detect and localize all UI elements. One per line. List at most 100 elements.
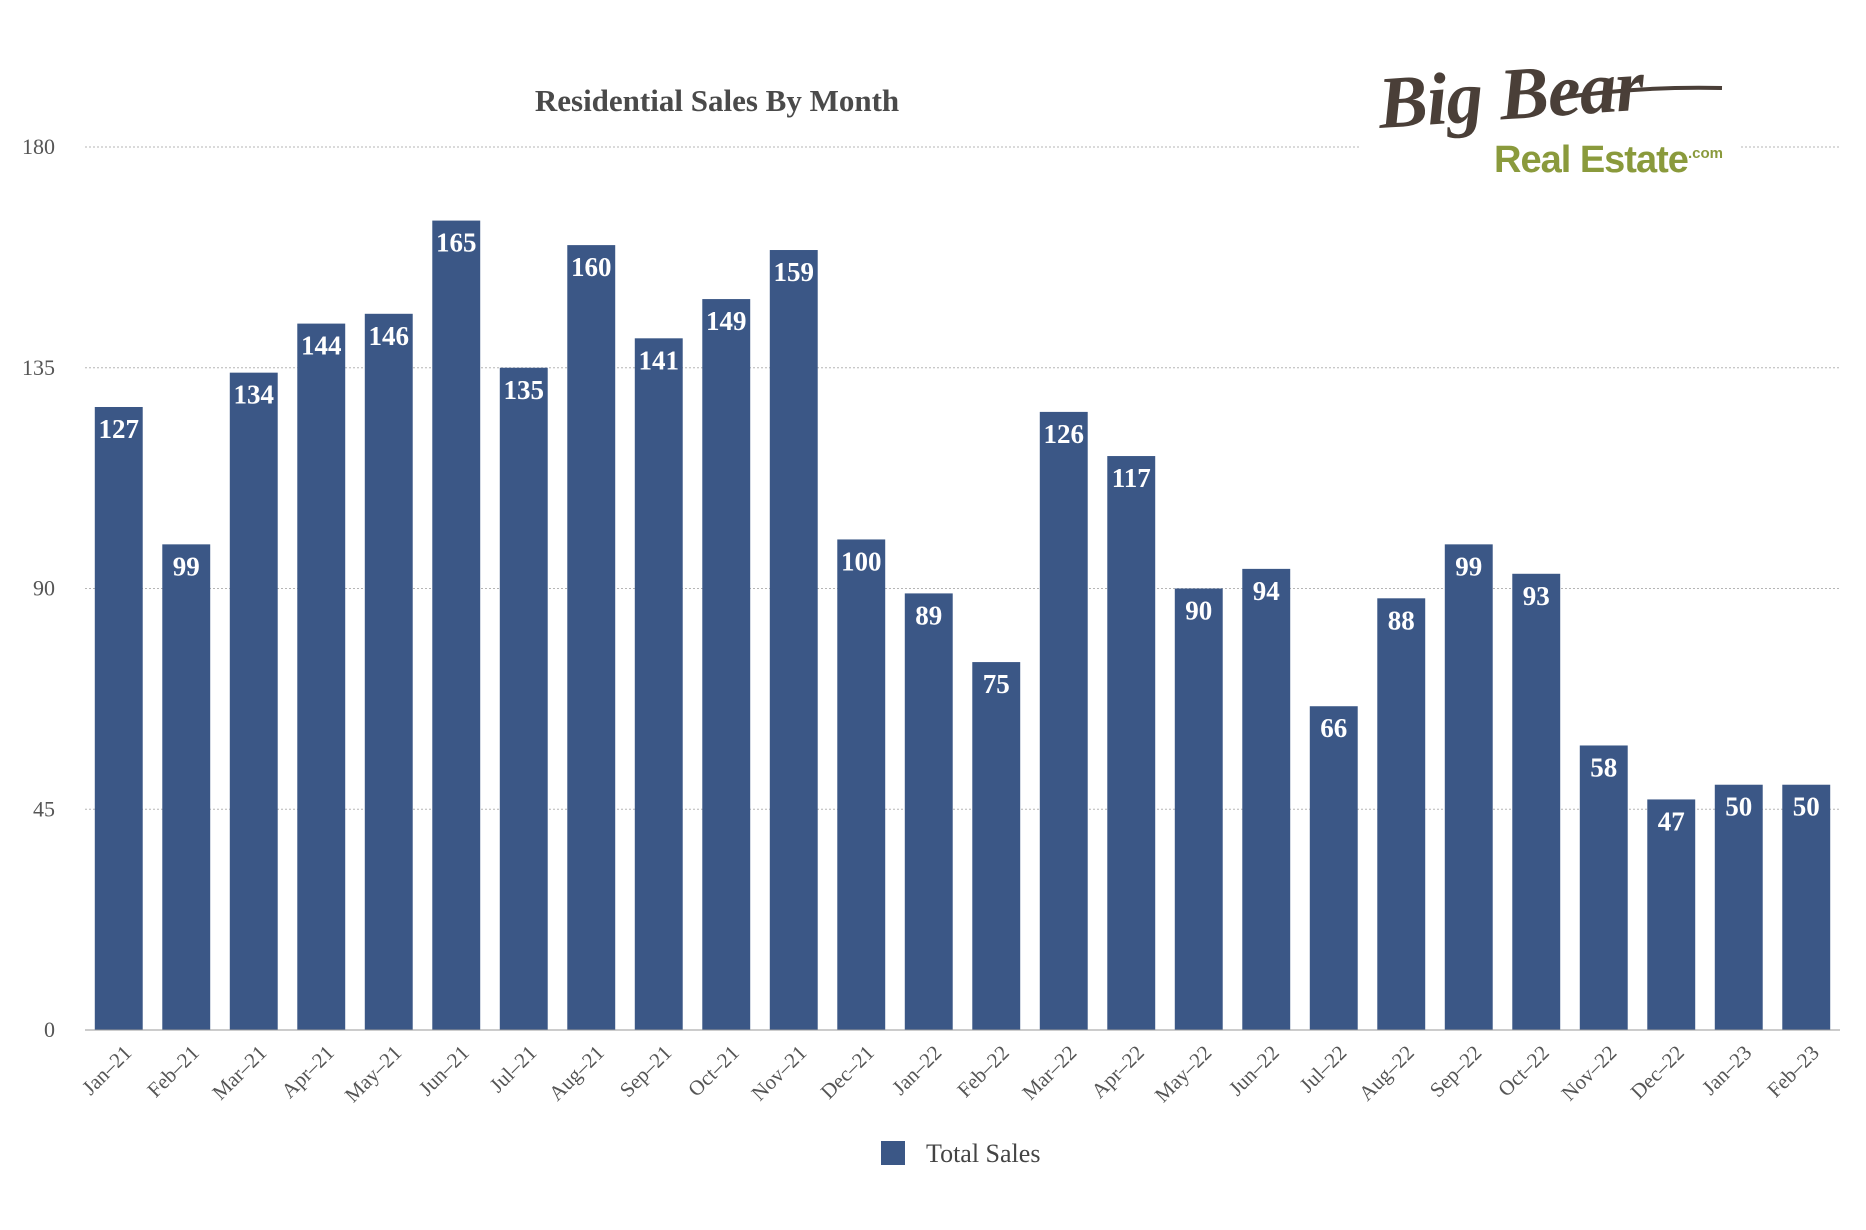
- bar-value-label: 47: [1658, 806, 1685, 836]
- x-tick-label: Jul–22: [1295, 1041, 1352, 1098]
- bar-value-label: 149: [706, 306, 747, 336]
- bar-value-label: 66: [1320, 713, 1347, 743]
- x-tick-label: Feb–22: [952, 1041, 1014, 1103]
- bar-value-label: 135: [504, 375, 545, 405]
- bar-value-label: 100: [841, 546, 882, 576]
- x-tick-label: Apr–22: [1086, 1041, 1148, 1103]
- bar: [1107, 456, 1156, 1030]
- bar: [702, 299, 751, 1030]
- x-tick-label: Apr–21: [276, 1041, 338, 1103]
- bar-value-label: 127: [99, 414, 140, 444]
- bar: [499, 367, 548, 1030]
- x-tick-label: May–22: [1150, 1041, 1216, 1107]
- y-tick-label: 135: [22, 355, 55, 380]
- x-tick-label: Mar–22: [1017, 1041, 1081, 1105]
- bar: [229, 372, 278, 1031]
- x-tick-label: Nov–22: [1556, 1041, 1621, 1106]
- bar: [567, 245, 616, 1031]
- y-tick-label: 45: [33, 796, 55, 821]
- bar-value-label: 89: [915, 600, 942, 630]
- bar-value-label: 58: [1590, 752, 1617, 782]
- bar-value-label: 99: [1455, 551, 1482, 581]
- bar-value-label: 144: [301, 331, 342, 361]
- x-tick-label: Dec–22: [1626, 1041, 1689, 1104]
- bar: [1512, 573, 1561, 1030]
- x-tick-label: Aug–21: [544, 1041, 609, 1106]
- bar: [904, 593, 953, 1030]
- bar-value-label: 88: [1388, 605, 1415, 635]
- x-tick-label: Oct–22: [1493, 1041, 1554, 1102]
- logo-background: [1360, 60, 1740, 185]
- bar-value-label: 93: [1523, 581, 1550, 611]
- y-tick-label: 90: [33, 576, 55, 601]
- x-tick-label: Jan–22: [887, 1041, 946, 1100]
- bars: [94, 220, 1831, 1031]
- logo-wordmark: Big Bear: [1374, 44, 1648, 145]
- bar-value-label: 165: [436, 228, 477, 258]
- bar: [94, 406, 143, 1030]
- bar: [1377, 598, 1426, 1030]
- bar-value-label: 75: [983, 669, 1010, 699]
- logo-subtitle: Real Estate: [1494, 139, 1688, 181]
- y-tick-label: 0: [44, 1017, 55, 1042]
- data-labels: 127 99 134 144 146 165 135 160 141 149 159 100 89 75 1…: [99, 228, 1820, 837]
- bar: [1714, 784, 1763, 1030]
- x-tick-label: Jan–23: [1697, 1041, 1756, 1100]
- company-logo: Big Bear Real Estate .com: [1360, 44, 1740, 185]
- bar: [1444, 544, 1493, 1030]
- x-tick-label: Sep–21: [615, 1041, 677, 1103]
- bar: [634, 338, 683, 1031]
- bar-value-label: 117: [1112, 463, 1151, 493]
- bar: [1579, 745, 1628, 1030]
- bar-value-label: 50: [1793, 792, 1820, 822]
- bar-value-label: 50: [1725, 792, 1752, 822]
- bar: [1309, 706, 1358, 1030]
- bar: [1782, 784, 1831, 1030]
- x-tick-label: Jan–21: [77, 1041, 136, 1100]
- x-tick-label: Jun–21: [414, 1041, 474, 1101]
- x-tick-label: Dec–21: [816, 1041, 879, 1104]
- bar-value-label: 160: [571, 252, 612, 282]
- x-tick-label: Oct–21: [683, 1041, 744, 1102]
- bar: [769, 250, 818, 1030]
- bar-value-label: 134: [234, 380, 275, 410]
- bar: [297, 323, 346, 1031]
- x-tick-label: Sep–22: [1425, 1041, 1487, 1103]
- bar: [1242, 568, 1291, 1030]
- chart-title: Residential Sales By Month: [535, 83, 899, 118]
- x-tick-label: Mar–21: [207, 1041, 271, 1105]
- bar-value-label: 146: [369, 321, 410, 351]
- bar-value-label: 90: [1185, 596, 1212, 626]
- bar: [972, 662, 1021, 1030]
- logo-swash: [1559, 85, 1723, 100]
- x-tick-label: Jul–21: [485, 1041, 542, 1098]
- legend-swatch: [881, 1141, 905, 1165]
- bar: [1039, 411, 1088, 1030]
- bar-value-label: 159: [774, 257, 815, 287]
- legend-label: Total Sales: [926, 1139, 1040, 1168]
- bar: [364, 313, 413, 1030]
- x-tick-label: Aug–22: [1354, 1041, 1419, 1106]
- bar-value-label: 94: [1253, 576, 1280, 606]
- legend: Total Sales: [881, 1139, 1040, 1168]
- x-tick-label: Nov–21: [746, 1041, 811, 1106]
- y-axis: 0 45 90 135 180: [22, 134, 55, 1042]
- gridlines: [85, 146, 1840, 810]
- bar-value-label: 141: [639, 345, 680, 375]
- bar: [432, 220, 481, 1031]
- bar: [1174, 588, 1223, 1030]
- bar: [162, 544, 211, 1030]
- bar-value-label: 99: [173, 551, 200, 581]
- x-tick-label: Feb–21: [142, 1041, 204, 1103]
- x-axis: Jan–21 Feb–21 Mar–21 Apr–21 May–21 Jun–21 Jul–…: [77, 1041, 1824, 1107]
- y-tick-label: 180: [22, 134, 55, 159]
- x-tick-label: Feb–23: [1762, 1041, 1824, 1103]
- x-tick-label: May–21: [340, 1041, 406, 1107]
- logo-domain-suffix: .com: [1688, 145, 1723, 162]
- bar: [837, 539, 886, 1030]
- bar-value-label: 126: [1044, 419, 1085, 449]
- bar: [1647, 799, 1696, 1030]
- x-tick-label: Jun–22: [1224, 1041, 1284, 1101]
